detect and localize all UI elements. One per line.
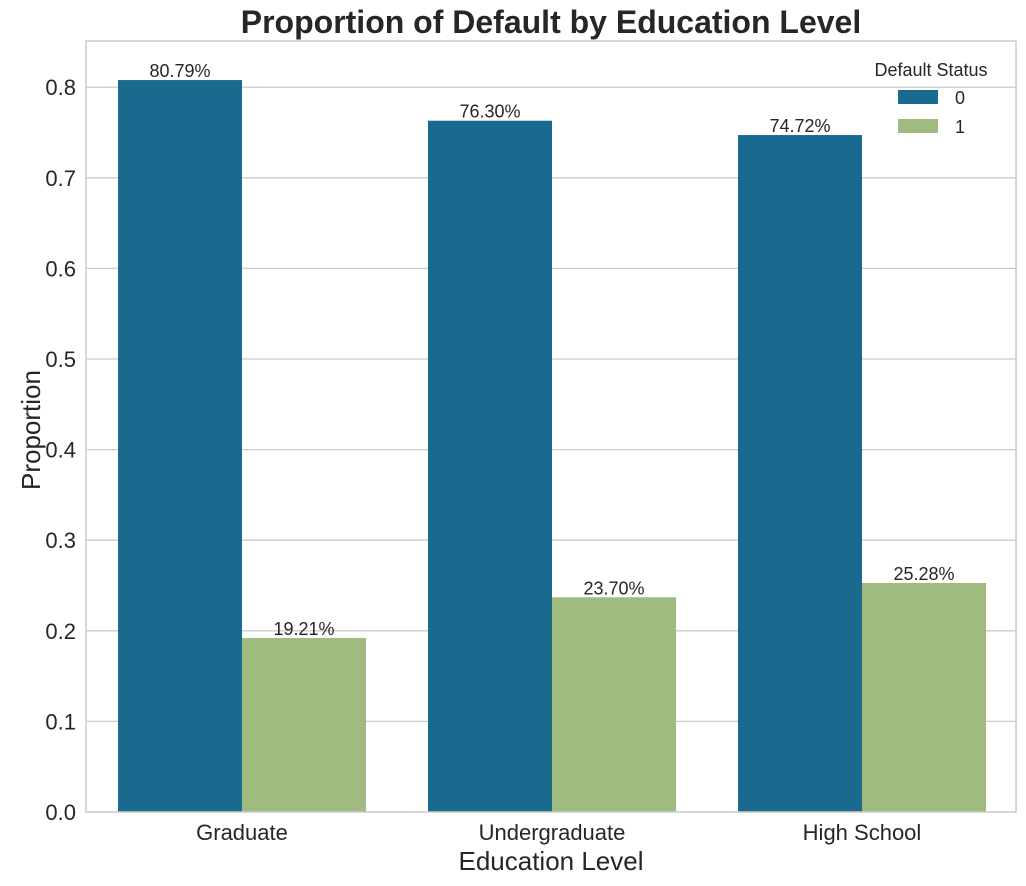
legend-label: 0 xyxy=(955,88,965,108)
x-axis-label: Education Level xyxy=(458,846,643,876)
bar-value-label: 74.72% xyxy=(769,116,830,136)
bar xyxy=(118,80,242,812)
bar xyxy=(552,597,676,812)
y-tick-labels: 0.0 0.1 0.2 0.3 0.4 0.5 0.6 0.7 0.8 xyxy=(45,75,76,825)
bar-value-label: 80.79% xyxy=(149,61,210,81)
bar xyxy=(738,135,862,812)
x-tick-label: High School xyxy=(803,820,922,845)
y-tick-label: 0.7 xyxy=(45,166,76,191)
legend-swatch xyxy=(898,119,938,133)
bars xyxy=(118,80,986,813)
bar xyxy=(862,582,986,812)
bar xyxy=(242,637,366,812)
y-tick-label: 0.5 xyxy=(45,347,76,372)
y-tick-label: 0.4 xyxy=(45,438,76,463)
y-tick-label: 0.8 xyxy=(45,75,76,100)
y-tick-label: 0.6 xyxy=(45,256,76,281)
bar-labels: 80.79% 19.21% 76.30% 23.70% 74.72% 25.28% xyxy=(149,61,954,639)
bar-value-label: 19.21% xyxy=(273,619,334,639)
y-axis-label: Proportion xyxy=(16,370,46,490)
legend-title: Default Status xyxy=(874,60,987,80)
legend-label: 1 xyxy=(955,117,965,137)
y-tick-label: 0.1 xyxy=(45,709,76,734)
legend: Default Status 01 xyxy=(874,60,987,137)
bar xyxy=(428,120,552,813)
x-tick-label: Undergraduate xyxy=(479,820,626,845)
bar-value-label: 76.30% xyxy=(459,102,520,122)
bar-value-label: 25.28% xyxy=(893,564,954,584)
x-tick-labels: Graduate Undergraduate High School xyxy=(196,820,921,845)
bar-value-label: 23.70% xyxy=(583,578,644,598)
legend-items: 01 xyxy=(898,88,965,137)
plot-frame xyxy=(85,40,1017,813)
y-tick-label: 0.2 xyxy=(45,619,76,644)
x-tick-label: Graduate xyxy=(196,820,288,845)
legend-swatch xyxy=(898,90,938,104)
y-tick-label: 0.0 xyxy=(45,800,76,825)
y-tick-label: 0.3 xyxy=(45,528,76,553)
chart-title: Proportion of Default by Education Level xyxy=(241,4,861,40)
